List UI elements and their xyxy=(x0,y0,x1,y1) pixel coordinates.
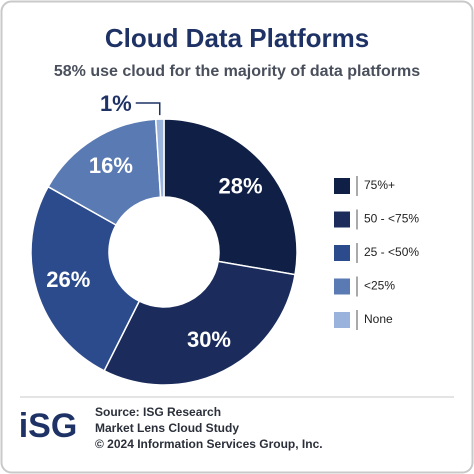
legend-label: None xyxy=(364,312,393,326)
pie: 28% 30% 26% 16% 1% xyxy=(30,91,298,386)
data-label: 1% xyxy=(100,91,132,116)
legend-swatch xyxy=(334,312,350,328)
data-label: 16% xyxy=(89,153,133,178)
chart-title: Cloud Data Platforms xyxy=(105,23,369,53)
logo: iSG xyxy=(19,407,78,445)
legend-swatch xyxy=(334,211,350,228)
slice xyxy=(154,118,165,198)
source-line: Market Lens Cloud Study xyxy=(95,421,239,435)
footer: Source: ISG Research Market Lens Cloud St… xyxy=(95,405,323,451)
data-label: 28% xyxy=(218,173,262,198)
leader-line xyxy=(135,102,161,116)
legend-label: <25% xyxy=(364,279,395,293)
legend: 75%+ 50 - <75% 25 - <50% <25% None xyxy=(334,176,419,330)
source-line: Source: ISG Research xyxy=(95,405,221,419)
slice xyxy=(163,118,298,276)
source-line: © 2024 Information Services Group, Inc. xyxy=(95,437,323,451)
data-label: 30% xyxy=(187,327,231,352)
legend-label: 50 - <75% xyxy=(364,212,419,226)
slice xyxy=(47,118,162,227)
legend-label: 25 - <50% xyxy=(364,245,419,259)
legend-swatch xyxy=(334,245,350,261)
chart-subtitle: 58% use cloud for the majority of data p… xyxy=(54,63,420,80)
slice xyxy=(103,260,296,386)
legend-label: 75%+ xyxy=(364,178,395,192)
legend-swatch xyxy=(334,278,350,295)
data-label: 26% xyxy=(46,267,90,292)
slice xyxy=(30,185,141,372)
legend-swatch xyxy=(334,178,350,194)
